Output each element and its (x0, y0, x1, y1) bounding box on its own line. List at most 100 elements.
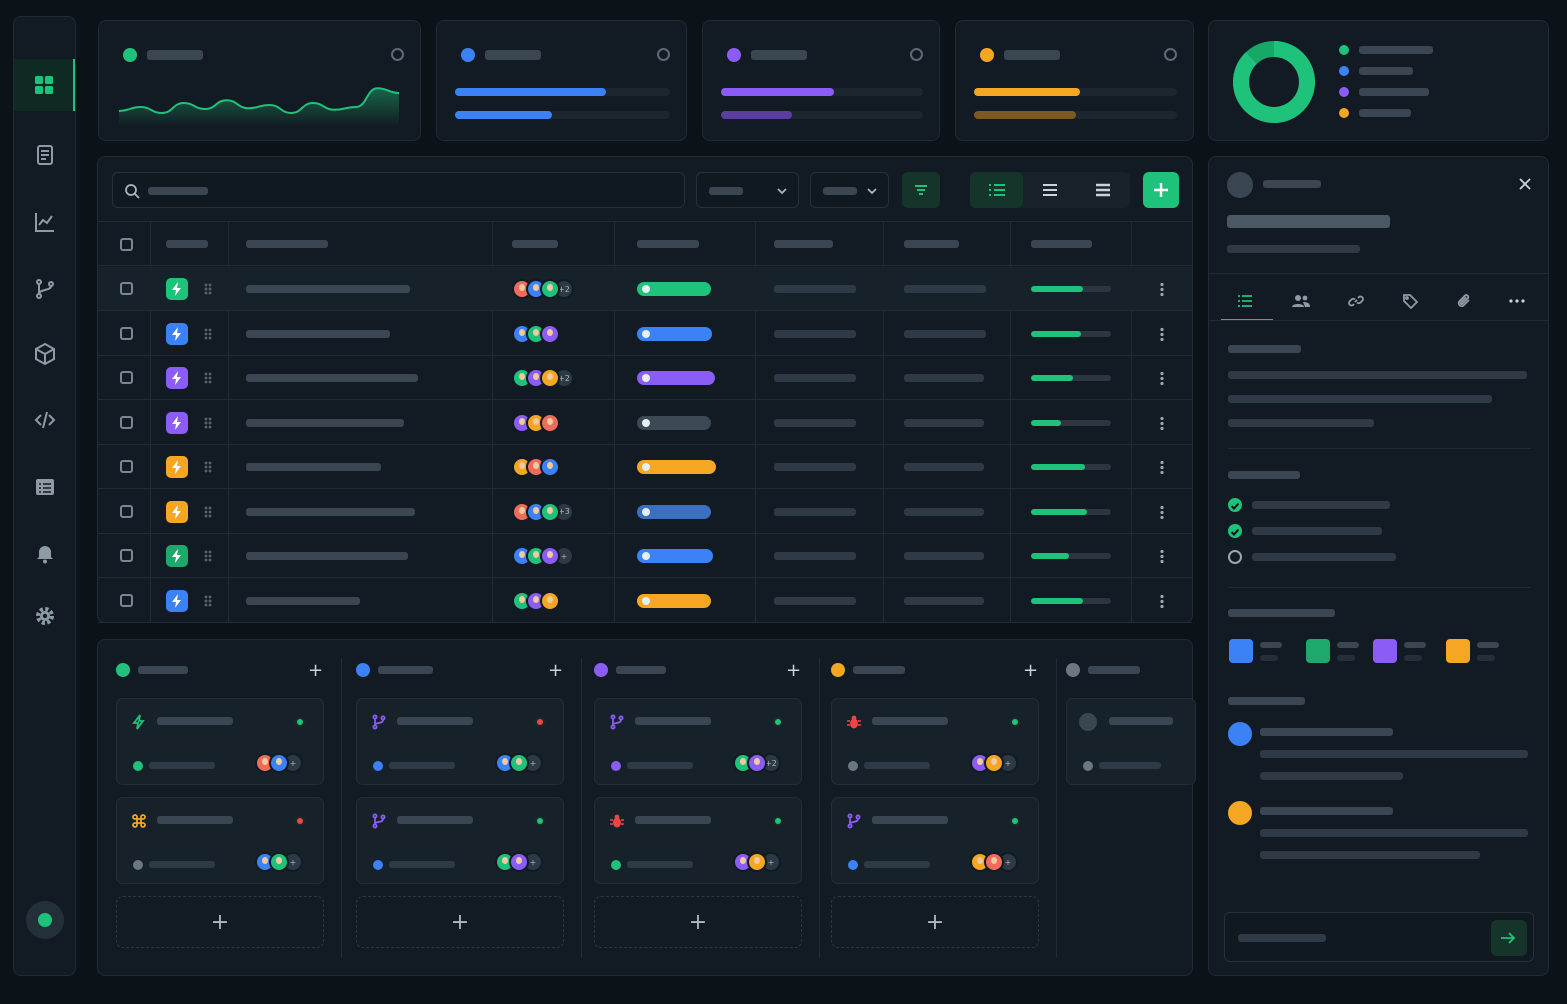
kpi-menu-icon[interactable] (1164, 48, 1177, 61)
column-header[interactable] (1031, 240, 1092, 248)
column-header[interactable] (512, 240, 558, 248)
table-row[interactable] (98, 312, 1192, 356)
board-card[interactable]: + (594, 797, 802, 884)
drag-handle-icon[interactable] (204, 416, 212, 429)
kpi-card-4[interactable] (955, 20, 1194, 141)
column-header[interactable] (166, 240, 208, 248)
select-all-checkbox[interactable] (120, 238, 133, 251)
board-card[interactable]: + (356, 797, 564, 884)
card-avatars[interactable]: +2 (733, 753, 781, 773)
drag-handle-icon[interactable] (204, 283, 212, 295)
drag-handle-icon[interactable] (204, 550, 212, 562)
table-row[interactable] (98, 401, 1192, 445)
status-pill[interactable] (637, 504, 711, 519)
row-checkbox[interactable] (120, 549, 133, 562)
assignee-avatars[interactable] (512, 590, 560, 611)
status-pill[interactable] (637, 282, 711, 296)
table-row[interactable] (98, 579, 1192, 623)
card-avatars[interactable]: + (495, 753, 543, 773)
assignee-avatars[interactable]: +3 (512, 501, 574, 522)
card-avatars[interactable]: + (733, 852, 781, 872)
board-card[interactable]: + (116, 698, 324, 785)
kpi-card-2[interactable] (436, 20, 687, 141)
column-header[interactable] (774, 240, 833, 248)
board-card-placeholder[interactable] (1066, 698, 1196, 785)
nav-branches[interactable] (14, 263, 75, 315)
lane-add-button[interactable]: + (786, 660, 802, 681)
donut-card[interactable] (1208, 20, 1549, 141)
send-button[interactable] (1491, 920, 1527, 956)
label-swatch[interactable] (1306, 639, 1330, 663)
assignee-avatars[interactable]: +2 (512, 368, 574, 388)
add-card-button[interactable]: + (356, 896, 564, 948)
filter-button[interactable] (902, 172, 940, 208)
status-pill[interactable] (637, 371, 715, 385)
row-menu-icon[interactable] (1160, 593, 1164, 608)
card-avatars[interactable]: + (255, 753, 303, 773)
add-item-button[interactable] (1143, 172, 1179, 208)
tab-tags[interactable] (1398, 289, 1422, 313)
row-checkbox[interactable] (120, 326, 133, 340)
label-swatch[interactable] (1446, 639, 1470, 663)
row-menu-icon[interactable] (1160, 415, 1164, 430)
row-menu-icon[interactable] (1160, 549, 1164, 563)
nav-code[interactable] (14, 394, 75, 446)
row-menu-icon[interactable] (1160, 326, 1164, 341)
nav-dashboard[interactable] (14, 59, 75, 111)
column-header[interactable] (246, 240, 328, 248)
row-checkbox[interactable] (120, 415, 133, 429)
board-card[interactable]: + (831, 797, 1039, 884)
row-menu-icon[interactable] (1160, 504, 1164, 519)
nav-analytics[interactable] (14, 196, 75, 248)
drag-handle-icon[interactable] (204, 372, 212, 384)
add-card-button[interactable]: + (831, 896, 1039, 948)
table-row[interactable]: +2 (98, 356, 1192, 400)
kpi-menu-icon[interactable] (910, 48, 923, 61)
filter-select-1[interactable] (696, 172, 799, 208)
board-card[interactable]: + (831, 698, 1039, 785)
status-pill[interactable] (637, 415, 711, 430)
checked-checkbox[interactable] (1228, 498, 1242, 512)
card-avatars[interactable]: + (255, 852, 303, 872)
kpi-menu-icon[interactable] (657, 48, 670, 61)
search-field[interactable] (213, 177, 673, 203)
board-card[interactable]: +2 (594, 698, 802, 785)
table-row[interactable]: +3 (98, 490, 1192, 534)
add-card-button[interactable]: + (594, 896, 802, 948)
table-row[interactable]: +2 (98, 267, 1192, 311)
card-avatars[interactable]: + (970, 852, 1018, 872)
assignee-avatars[interactable]: + (512, 546, 574, 566)
rows-view-button[interactable] (1023, 172, 1076, 208)
tab-details[interactable] (1233, 289, 1257, 313)
board-card[interactable]: + (116, 797, 324, 884)
nav-settings[interactable] (14, 590, 75, 642)
table-row[interactable]: + (98, 534, 1192, 578)
assignee-avatars[interactable] (512, 412, 560, 433)
unchecked-checkbox[interactable] (1228, 550, 1242, 564)
row-checkbox[interactable] (120, 460, 133, 473)
table-row[interactable] (98, 445, 1192, 489)
user-status-indicator[interactable] (26, 901, 64, 939)
kpi-card-1[interactable] (98, 20, 421, 141)
nav-packages[interactable] (14, 328, 75, 380)
kpi-card-3[interactable] (702, 20, 940, 141)
status-pill[interactable] (637, 326, 712, 341)
tab-links[interactable] (1344, 289, 1368, 313)
card-avatars[interactable]: + (970, 753, 1018, 773)
row-menu-icon[interactable] (1160, 282, 1164, 296)
add-card-button[interactable]: + (116, 896, 324, 948)
nav-tables[interactable] (14, 461, 75, 513)
assignee-avatars[interactable] (512, 457, 560, 477)
row-checkbox[interactable] (120, 282, 133, 295)
kpi-menu-icon[interactable] (391, 48, 404, 61)
assignee-avatars[interactable]: +2 (512, 279, 574, 299)
tab-attachments[interactable] (1452, 289, 1476, 313)
status-pill[interactable] (637, 549, 713, 563)
tab-members[interactable] (1289, 289, 1313, 313)
comment-input[interactable] (1224, 912, 1534, 962)
board-card[interactable]: + (356, 698, 564, 785)
label-swatch[interactable] (1373, 639, 1397, 663)
drag-handle-icon[interactable] (204, 461, 212, 473)
row-checkbox[interactable] (120, 593, 133, 607)
row-checkbox[interactable] (120, 504, 133, 518)
